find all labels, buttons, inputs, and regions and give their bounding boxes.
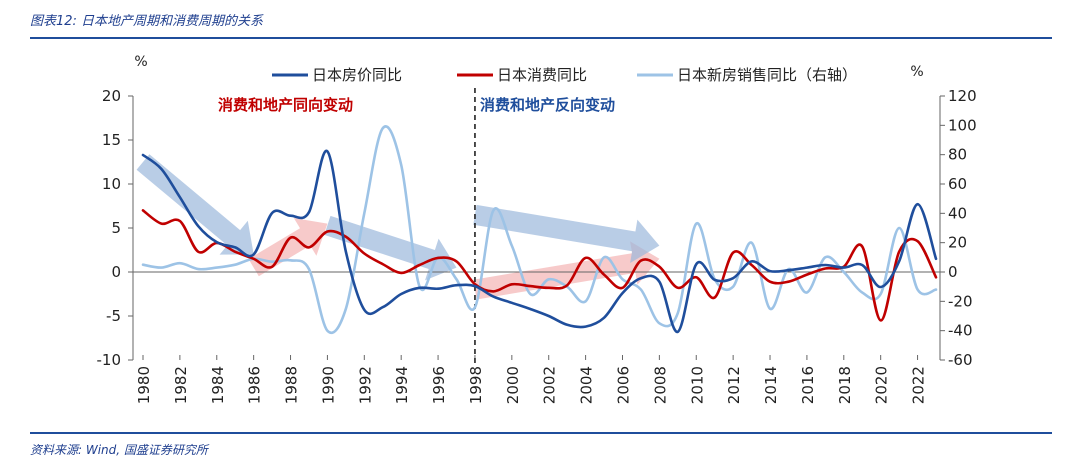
trend-arrow-red-2 — [248, 218, 328, 277]
x-tick-label: 1990 — [319, 366, 337, 404]
x-tick-label: 2010 — [688, 366, 706, 404]
annotation-blue: 消费和地产反向变动 — [480, 96, 615, 114]
x-tick-label: 1986 — [246, 366, 264, 404]
x-tick-label: 2018 — [836, 366, 854, 404]
x-tick-label: 2022 — [910, 366, 928, 404]
right-tick-label: 20 — [948, 234, 967, 252]
right-axis-unit: % — [910, 64, 923, 80]
left-tick-label: 5 — [111, 219, 121, 237]
left-tick-label: -10 — [97, 351, 122, 369]
x-tick-label: 1982 — [172, 366, 190, 404]
x-tick-label: 1984 — [209, 366, 227, 404]
right-tick-label: -40 — [948, 322, 973, 340]
x-tick-label: 1988 — [283, 366, 301, 404]
left-tick-label: -5 — [106, 307, 121, 325]
x-tick-label: 2004 — [578, 366, 596, 404]
right-tick-label: 100 — [948, 116, 977, 134]
right-tick-label: 40 — [948, 204, 967, 222]
x-tick-label: 2008 — [651, 366, 669, 404]
legend-label: 日本消费同比 — [497, 66, 587, 84]
x-tick-label: 2016 — [799, 366, 817, 404]
figure-title: 图表12: 日本地产周期和消费周期的关系 — [30, 14, 264, 29]
right-tick-label: 120 — [948, 87, 977, 105]
source-note: 资料来源: Wind, 国盛证券研究所 — [30, 443, 208, 457]
title-rule — [30, 37, 1052, 39]
left-tick-label: 0 — [111, 263, 121, 281]
trend-arrow-blue-5 — [473, 204, 660, 263]
x-tick-label: 1980 — [135, 366, 153, 404]
right-tick-label: 0 — [948, 263, 958, 281]
x-tick-label: 2000 — [504, 366, 522, 404]
legend-label: 日本新房销售同比（右轴） — [677, 66, 857, 84]
right-tick-label: 60 — [948, 175, 967, 193]
series-house-price-line — [141, 150, 938, 334]
x-tick-label: 2012 — [725, 366, 743, 404]
right-tick-label: -60 — [948, 351, 973, 369]
left-tick-label: 15 — [102, 131, 121, 149]
series-new-home-sales-line — [141, 125, 938, 335]
left-tick-label: 20 — [102, 87, 121, 105]
series-consumption-line — [141, 209, 938, 322]
x-tick-label: 1998 — [467, 366, 485, 404]
x-tick-label: 1996 — [430, 366, 448, 404]
chart: 20 15 10 5 0 -5 -10 120 100 80 60 40 20 0 -20 -40 -60%% 1… — [97, 54, 977, 404]
x-tick-label: 1992 — [356, 366, 374, 404]
trend-arrow-blue-1 — [136, 154, 254, 255]
legend-label: 日本房价同比 — [312, 66, 402, 84]
right-tick-label: -20 — [948, 292, 973, 310]
left-axis-unit: % — [134, 54, 147, 70]
x-tick-label: 2002 — [541, 366, 559, 404]
x-tick-label: 1994 — [393, 366, 411, 404]
right-tick-label: 80 — [948, 146, 967, 164]
annotation-red: 消费和地产同向变动 — [218, 96, 353, 114]
x-tick-label: 2020 — [873, 366, 891, 404]
source-rule — [30, 432, 1052, 434]
x-tick-label: 2006 — [614, 366, 632, 404]
x-tick-label: 2014 — [762, 366, 780, 404]
left-tick-label: 10 — [102, 175, 121, 193]
